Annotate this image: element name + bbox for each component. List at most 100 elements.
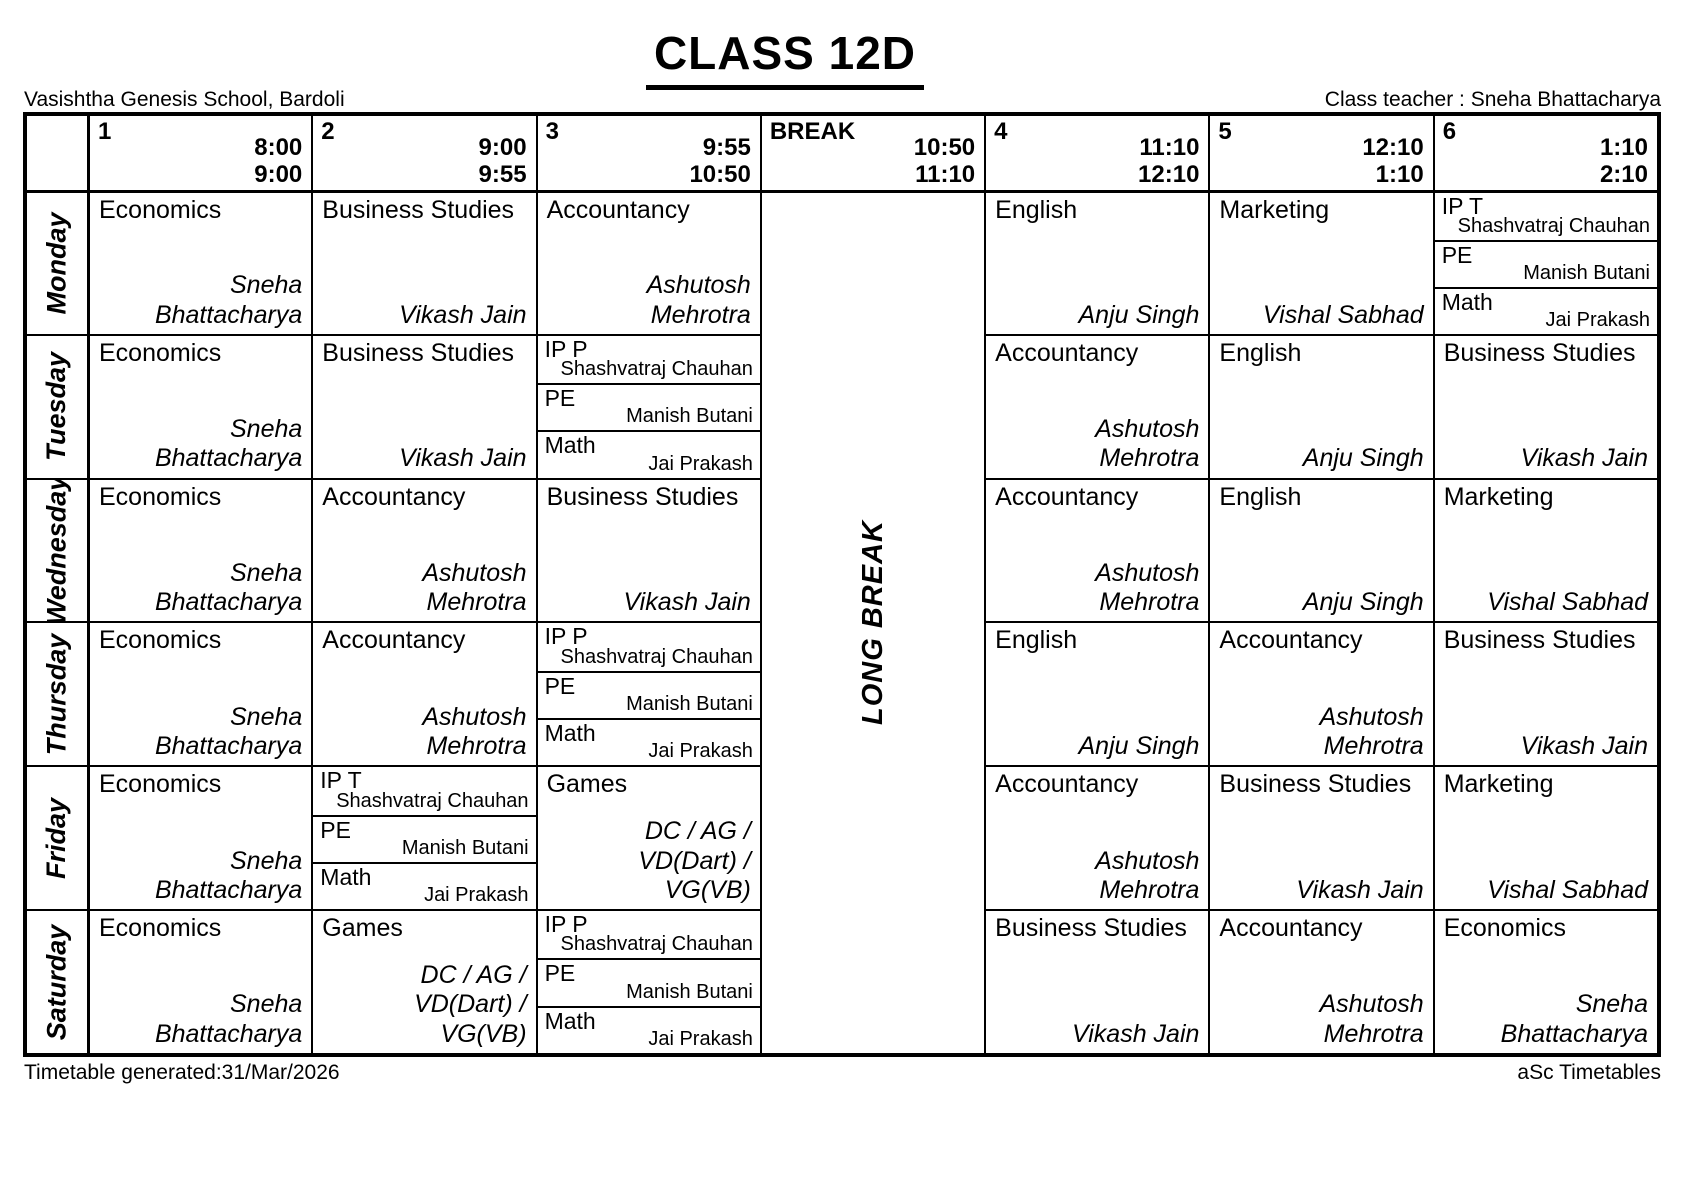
teacher-label: Vishal Sabhad [1487, 588, 1648, 617]
subject-label: Accountancy [995, 770, 1139, 799]
split-part: Math Jai Prakash [537, 430, 760, 477]
subject-label: Math [544, 432, 596, 459]
teacher-label: Manish Butani [401, 836, 529, 859]
teacher-label: Vikash Jain [1072, 1019, 1200, 1048]
split-lesson-cell: IP P Shashvatraj Chauhan PE Manish Butani Ma… [535, 909, 760, 1053]
teacher-label: Manish Butani [626, 405, 753, 428]
teacher-label: Sneha Bhattacharya [154, 990, 303, 1048]
lesson-cell: Economics Sneha Bhattacharya [87, 765, 312, 910]
day-label-tuesday: Tuesday [27, 333, 87, 478]
lesson-cell: Accountancy Ashutosh Mehrotra [984, 477, 1209, 622]
subject-label: Economics [1443, 914, 1566, 943]
period-label: 3 [545, 118, 559, 145]
lesson-cell: Economics Sneha Bhattacharya [87, 621, 312, 766]
teacher-label: Sneha Bhattacharya [154, 846, 303, 904]
subject-label: IP P [544, 335, 588, 362]
lesson-cell: Economics Sneha Bhattacharya [87, 909, 312, 1053]
period-times: 9:00 9:55 [479, 134, 527, 188]
period-start-time: 8:00 [254, 134, 303, 162]
period-times: 10:50 11:10 [913, 134, 976, 188]
period-end-time: 2:10 [1599, 160, 1648, 188]
teacher-label: Ashutosh Mehrotra [1095, 415, 1200, 473]
subject-label: English [1219, 482, 1302, 511]
period-end-time: 12:10 [1138, 160, 1200, 188]
school-name: Vasishtha Genesis School, Bardoli [24, 88, 345, 111]
period-start-time: 1:10 [1599, 134, 1648, 162]
subject-label: PE [544, 385, 576, 412]
title-area: CLASS 12D [0, 26, 1570, 90]
lesson-cell: Games DC / AG / VD(Dart) / VG(VB) [311, 909, 536, 1053]
period-label: 6 [1442, 118, 1457, 145]
subject-label: IP P [544, 623, 588, 650]
teacher-label: Jai Prakash [648, 452, 753, 475]
split-part: PE Manish Butani [537, 383, 760, 430]
period-times: 1:10 2:10 [1599, 134, 1648, 188]
teacher-label: Vikash Jain [399, 444, 527, 473]
long-break-cell: LONG BREAK [759, 190, 985, 1053]
lesson-cell: Marketing Vishal Sabhad [1432, 765, 1657, 910]
teacher-label: Vikash Jain [399, 300, 527, 329]
day-label-friday: Friday [27, 765, 87, 909]
day-name: Friday [41, 797, 72, 879]
period-header-5: 5 12:10 1:10 [1208, 116, 1432, 190]
lesson-cell: Marketing Vishal Sabhad [1432, 477, 1657, 622]
lesson-cell: Business Studies Vikash Jain [1208, 765, 1433, 910]
teacher-label: Ashutosh Mehrotra [1319, 990, 1424, 1048]
subject-label: PE [544, 960, 576, 987]
period-start-time: 10:50 [913, 134, 976, 162]
lesson-cell: Business Studies Vikash Jain [311, 190, 536, 334]
split-part: PE Manish Butani [1434, 239, 1657, 287]
long-break-label: LONG BREAK [856, 520, 889, 726]
teacher-label: Vishal Sabhad [1262, 300, 1424, 329]
teacher-label: Ashutosh Mehrotra [422, 558, 527, 617]
subject-label: Marketing [1443, 770, 1554, 799]
day-label-saturday: Saturday [27, 909, 87, 1053]
day-name: Monday [41, 212, 72, 315]
subject-label: Math [544, 1007, 596, 1034]
split-lesson-cell: IP T Shashvatraj Chauhan PE Manish Butani Ma… [311, 765, 536, 910]
teacher-label: Anju Singh [1078, 300, 1200, 329]
lesson-cell: English Anju Singh [1208, 477, 1433, 622]
lesson-cell: English Anju Singh [984, 621, 1209, 766]
subject-label: Marketing [1443, 482, 1554, 511]
subject-label: Games [546, 770, 628, 799]
subject-label: IP T [1441, 193, 1484, 219]
split-part: PE Manish Butani [313, 814, 536, 862]
lesson-cell: Economics Sneha Bhattacharya [1432, 909, 1657, 1053]
day-name: Tuesday [41, 352, 72, 462]
day-name: Wednesday [41, 477, 72, 622]
period-header-1: 1 8:00 9:00 [87, 116, 311, 190]
subject-label: PE [320, 816, 351, 843]
teacher-label: Ashutosh Mehrotra [1095, 846, 1200, 904]
subject-label: Business Studies [995, 914, 1187, 943]
split-lesson-cell: IP P Shashvatraj Chauhan PE Manish Butani Ma… [535, 621, 760, 766]
lesson-cell: Accountancy Ashutosh Mehrotra [1208, 909, 1433, 1053]
split-part: Math Jai Prakash [313, 861, 536, 909]
lesson-cell: Accountancy Ashutosh Mehrotra [535, 190, 760, 334]
subject-label: Accountancy [1219, 626, 1363, 655]
teacher-label: Vikash Jain [1520, 732, 1648, 761]
period-start-time: 12:10 [1362, 134, 1424, 162]
split-lesson-cell: IP T Shashvatraj Chauhan PE Manish Butani Ma… [1432, 190, 1657, 334]
corner-cell [27, 116, 87, 190]
teacher-label: Sneha Bhattacharya [154, 558, 303, 617]
teacher-label: Jai Prakash [1545, 308, 1651, 331]
subject-label: Math [544, 720, 596, 747]
subject-label: Marketing [1219, 196, 1330, 224]
period-end-time: 10:50 [689, 160, 751, 188]
subject-label: Accountancy [995, 338, 1139, 367]
split-part: PE Manish Butani [537, 670, 760, 718]
split-part: IP T Shashvatraj Chauhan [1435, 193, 1657, 240]
subject-label: Accountancy [995, 482, 1139, 511]
day-label-monday: Monday [27, 190, 87, 334]
period-times: 11:10 12:10 [1138, 134, 1200, 188]
subject-label: Economics [99, 914, 222, 943]
subject-label: Economics [99, 338, 222, 367]
period-header-3: 3 9:55 10:50 [535, 116, 760, 190]
lesson-cell: Accountancy Ashutosh Mehrotra [984, 333, 1209, 478]
subject-label: Games [322, 914, 403, 943]
teacher-label: DC / AG / VD(Dart) / VG(VB) [414, 961, 527, 1048]
split-part: Math Jai Prakash [1434, 286, 1657, 334]
split-part: PE Manish Butani [537, 958, 760, 1005]
lesson-cell: Games DC / AG / VD(Dart) / VG(VB) [535, 765, 760, 910]
